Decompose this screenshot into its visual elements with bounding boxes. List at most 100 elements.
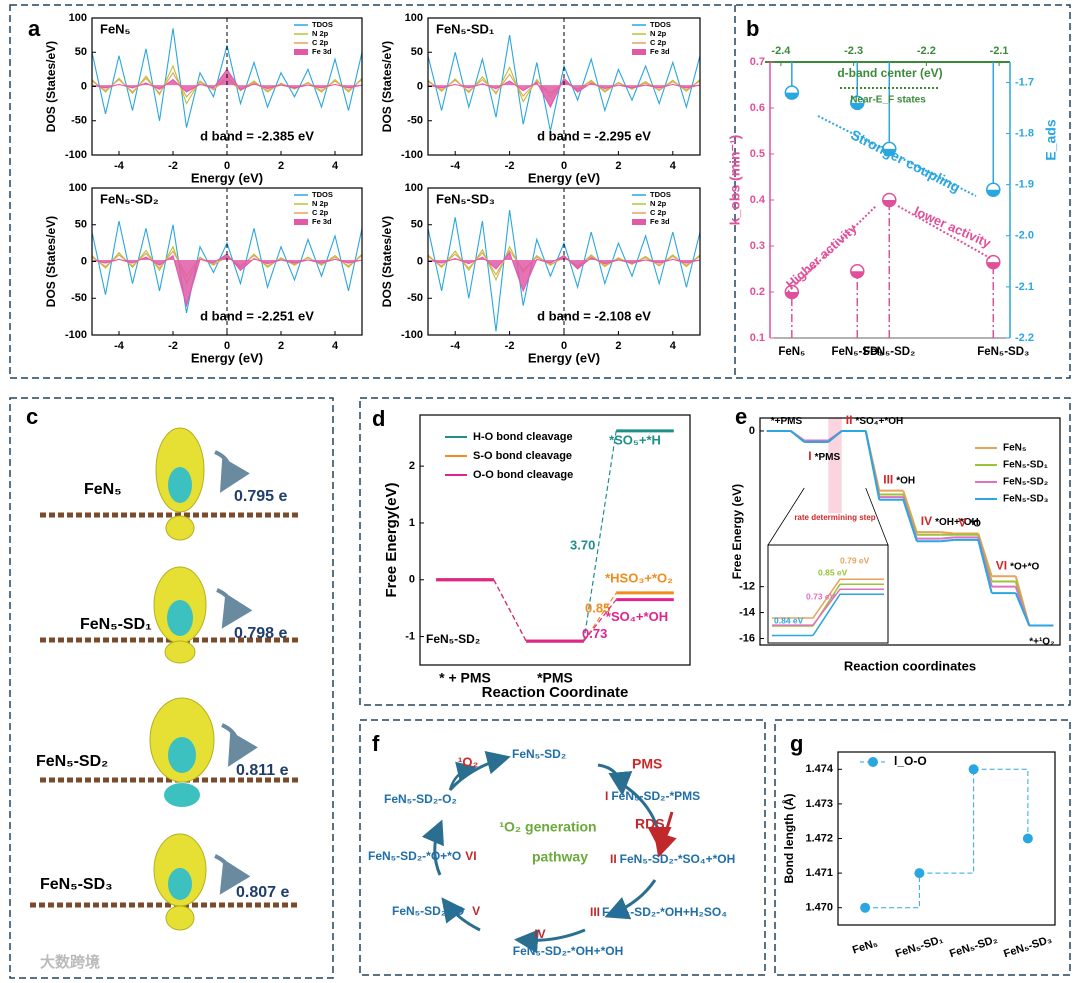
structure-label: FeN₅-SD₂ [36,753,108,770]
y-tick-label: -50 [71,292,87,304]
legend-swatch [294,49,308,55]
connector [583,599,617,642]
y-tick-label: -2.0 [1015,230,1034,242]
step-label: 0.85 [585,600,610,615]
connector [977,539,993,594]
step-label: FeN₅-SD₂-*OH+*OH [513,944,624,958]
plot-frame [837,751,1056,926]
y-tick-label: -50 [407,292,423,304]
state-label: IV *OH+*OH [921,514,979,528]
legend-label: FeN₅-SD₁ [1003,460,1048,471]
state-text: *SO₄+*OH [855,416,903,427]
density-blob [165,905,195,931]
annotation: d band = -2.385 eV [200,128,314,143]
x-tick-label: 2 [278,160,284,172]
category-label: FeN₅-SD₂ [948,933,999,960]
density-blob [168,467,192,503]
y-tick-label: -1.9 [1015,179,1034,191]
y-tick-label: -100 [65,329,87,341]
x-tick-label: -4 [450,160,461,172]
connector [790,430,805,443]
y-tick-label: 0 [81,255,87,267]
y-tick-label: 0.6 [750,102,765,114]
marker [860,902,871,913]
state-roman: I [808,449,811,463]
state-text: *OH+*OH [935,517,979,528]
state-text: *OH [896,475,915,486]
y-tick-label: 0 [81,80,87,92]
state-text: *O [969,518,981,529]
barrier-label: 0.84 eV [774,615,804,625]
x-tick-label: -4 [114,160,125,172]
legend-swatch [632,219,646,225]
panel-label: e [735,404,747,429]
x-axis-label: Energy (eV) [191,350,263,365]
connector [583,592,617,642]
axis-label: DOS (States/eV) [44,41,58,132]
category-label: *PMS [537,670,573,686]
axis-label: k_obs (min⁻¹) [727,135,743,226]
dos-line [427,210,701,332]
y-tick-label: -100 [401,149,423,161]
step-roman: I [605,789,608,803]
plot-title: FeN₅ [100,21,131,36]
connector [827,430,843,443]
y-tick-label: 0.5 [750,148,765,160]
step-label: FeN₅-SD₂-*PMS [611,789,700,803]
state-roman: III [883,473,893,487]
density-blob [168,737,196,773]
reactant: PMS [632,756,662,772]
y-tick-label: 100 [69,12,87,24]
x-tick-label: -2.1 [990,45,1009,57]
arrow [216,588,253,629]
y-tick-label: 0 [749,425,755,437]
y-tick-label: -16 [739,632,755,644]
arrow [221,723,258,767]
step-node: FeN₅-SD₂-*O V [392,904,480,918]
y-tick-label: 0.7 [750,56,765,68]
x-tick-label: 0 [224,340,230,352]
marker-half [850,271,864,278]
annotation: Stronger coupling [848,126,963,195]
marker [1022,833,1033,844]
category-label: * + PMS [439,670,491,686]
y-tick-label: 50 [75,46,87,58]
y-tick-label: 0 [417,80,423,92]
center-label: ¹O₂ generation [499,819,596,835]
y-tick-label: -12 [739,581,755,593]
x-tick-label: -4 [450,340,461,352]
annotation: d band = -2.295 eV [537,128,651,143]
marker-half [850,102,864,110]
panel-label: a [28,16,41,41]
panel-border [774,719,1071,976]
y-tick-label: 50 [411,219,423,231]
axis-label: E_ads [1043,119,1059,160]
legend-label: FeN₅-SD₃ [1003,494,1049,505]
step-label: FeN₅-SD₂-*O [392,904,464,918]
y-tick-label: 2 [409,460,415,472]
axis-label: DOS (States/eV) [380,41,394,132]
legend-label: C 2p [650,208,667,217]
structure-label: FeN₅-SD₁ [80,616,152,633]
x-tick-label: 4 [332,340,339,352]
step-label: 3.70 [570,537,595,552]
inset-pointer [767,487,805,546]
step-roman: VI [465,849,476,863]
annotation: Higher activity [783,220,860,292]
inset-pointer [865,487,889,546]
annotation: Near-E_F states [850,95,926,106]
end-label: *HSO₃+*O₂ [605,570,673,585]
state-roman: II [846,413,853,427]
cycle-arrow [448,761,477,791]
legend-label: Fe 3d [312,47,332,56]
cycle-arrow [604,879,657,920]
y-tick-label: 0.4 [750,194,766,206]
density-blob [165,515,195,541]
step-node: II FeN₅-SD₂-*SO₄+*OH [610,852,735,866]
category-label: FeN₅ [778,346,805,358]
x-tick-label: 0 [561,160,567,172]
marker-half [882,200,896,207]
legend-label: Fe 3d [312,217,332,226]
axis-label: DOS (States/eV) [44,216,58,307]
y-tick-label: 1.471 [805,867,833,879]
